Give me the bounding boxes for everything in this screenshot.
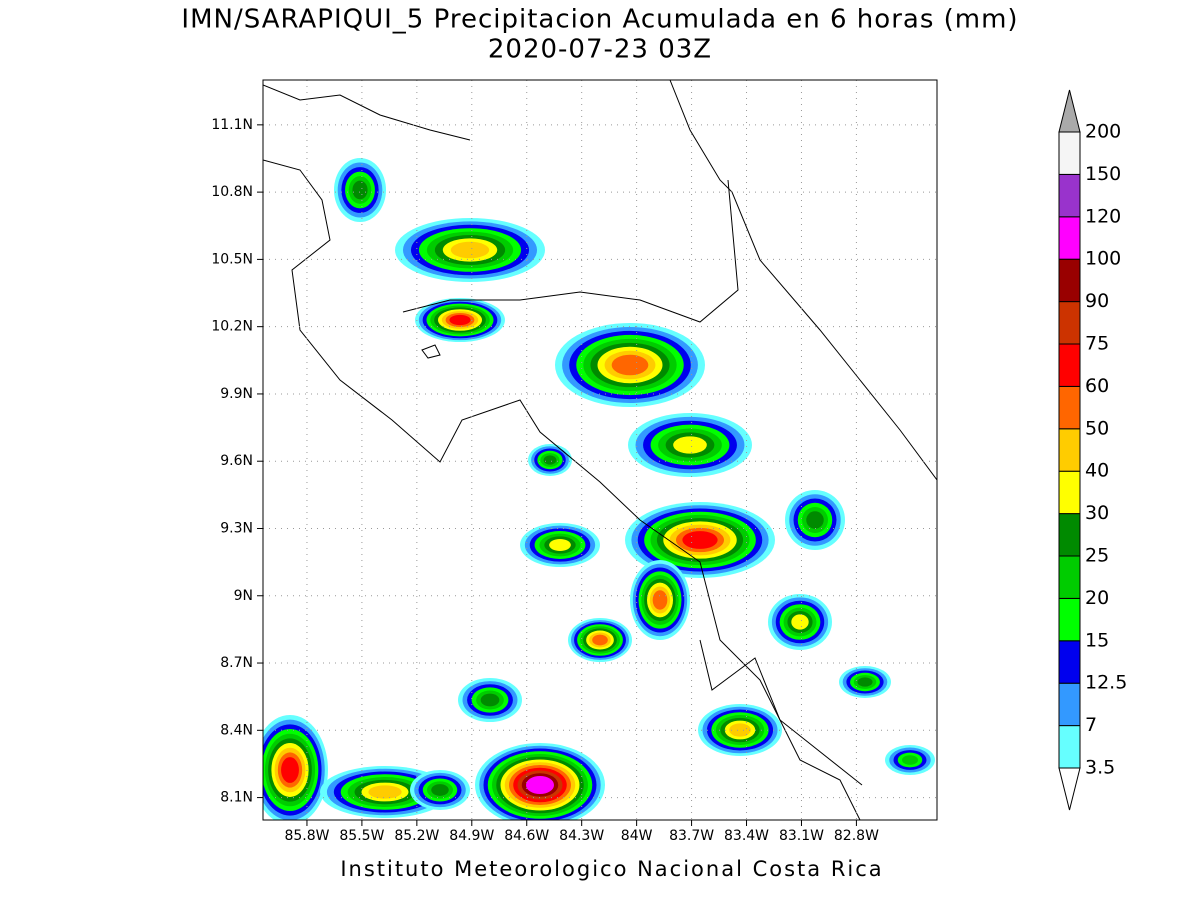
rain-area	[549, 539, 571, 551]
lat-tick-label: 10.8N	[211, 184, 253, 200]
colorbar-label: 200	[1085, 121, 1121, 143]
rain-area	[592, 634, 608, 646]
colorbar-segment	[1058, 597, 1081, 642]
rain-area	[449, 314, 471, 326]
rain-area	[902, 755, 918, 765]
lat-tick-label: 8.7N	[220, 655, 253, 671]
lat-tick-label: 10.2N	[211, 319, 253, 335]
colorbar-label: 40	[1085, 460, 1109, 482]
lat-tick-label: 11.1N	[211, 117, 253, 133]
colorbar-segment	[1058, 343, 1081, 387]
lon-tick-label: 83.1W	[779, 828, 824, 844]
colorbar-label: 150	[1085, 163, 1121, 185]
colorbar-segment	[1058, 725, 1081, 769]
colorbar-under	[1058, 767, 1081, 811]
colorbar-segment	[1058, 131, 1081, 175]
lat-tick-label: 8.4N	[220, 722, 253, 738]
colorbar-label: 60	[1085, 375, 1109, 397]
lat-tick-label: 9.6N	[220, 453, 253, 469]
lon-tick-label: 84.3W	[559, 828, 604, 844]
lat-tick-label: 10.5N	[211, 251, 253, 267]
rain-area	[652, 590, 668, 610]
colorbar-label: 90	[1085, 290, 1109, 312]
colorbar-segment	[1058, 258, 1081, 303]
colorbar-label: 12.5	[1085, 672, 1127, 694]
colorbar-segment	[1058, 513, 1081, 557]
lon-tick-label: 85.2W	[394, 828, 439, 844]
lat-tick-label: 9.9N	[220, 386, 253, 402]
colorbar-label: 50	[1085, 417, 1109, 439]
subtitle: 2020-07-23 03Z	[488, 35, 712, 65]
rain-area	[480, 693, 500, 707]
colorbar-label: 75	[1085, 333, 1109, 355]
pacific-coast	[263, 159, 861, 820]
rain-area	[431, 784, 449, 796]
lon-tick-label: 84.6W	[504, 828, 549, 844]
colorbar-label: 7	[1085, 714, 1097, 736]
colorbar-over	[1058, 89, 1081, 133]
rain-area	[857, 677, 873, 687]
rain-area	[368, 785, 402, 799]
coastlines	[263, 80, 937, 820]
colorbar-segment	[1058, 385, 1081, 430]
colorbar: 3.5 7 12.5 15 20 25 30 40 50 60 75 90 100 120 150 200	[1058, 89, 1127, 811]
lon-tick-label: 83.7W	[669, 828, 714, 844]
footer: Instituto Meteorologico Nacional Costa R…	[340, 857, 883, 881]
colorbar-label: 3.5	[1085, 757, 1115, 779]
rain-area	[729, 723, 751, 737]
border	[699, 639, 863, 786]
colorbar-segment	[1058, 640, 1081, 684]
lon-tick-label: 84.9W	[449, 828, 494, 844]
island	[421, 344, 441, 359]
lat-tick-label: 8.1N	[220, 790, 253, 806]
rain-area	[611, 354, 649, 376]
rain-area	[673, 436, 707, 454]
lon-tick-label: 83.4W	[724, 828, 769, 844]
lon-tick-label: 85.8W	[284, 828, 329, 844]
lake	[263, 84, 471, 141]
colorbar-segment	[1058, 428, 1081, 472]
rain-area	[543, 455, 557, 465]
caribbean-coast	[669, 80, 937, 481]
colorbar-segment	[1058, 216, 1081, 260]
rain-area	[682, 531, 718, 549]
colorbar-segment	[1058, 555, 1081, 599]
colorbar-label: 20	[1085, 587, 1109, 609]
rain-area	[352, 180, 368, 200]
title: IMN/SARAPIQUI_5 Precipitacion Acumulada …	[181, 5, 1018, 35]
colorbar-segment	[1058, 301, 1081, 345]
rain-area	[806, 511, 824, 529]
lon-tick-label: 84W	[621, 828, 653, 844]
map-frame	[262, 79, 938, 821]
border	[402, 179, 739, 323]
precipitation-field	[263, 158, 935, 820]
colorbar-label: 15	[1085, 629, 1109, 651]
colorbar-label: 100	[1085, 248, 1121, 270]
lat-tick-label: 9N	[234, 588, 253, 604]
colorbar-segment	[1058, 173, 1081, 218]
rain-area	[281, 757, 299, 783]
colorbar-segment	[1058, 470, 1081, 515]
lon-tick-label: 85.5W	[339, 828, 384, 844]
colorbar-label: 25	[1085, 545, 1109, 567]
colorbar-label: 120	[1085, 205, 1121, 227]
rain-area	[791, 614, 809, 630]
rain-area	[450, 241, 490, 259]
colorbar-label: 30	[1085, 502, 1109, 524]
lon-tick-label: 82.8W	[834, 828, 879, 844]
rain-area	[526, 775, 554, 795]
colorbar-segment	[1058, 682, 1081, 727]
axes: 85.8W 85.5W 85.2W 84.9W 84.6W 84.3W 84W 83.7W 83…	[211, 80, 937, 844]
lat-tick-label: 9.3N	[220, 520, 253, 536]
